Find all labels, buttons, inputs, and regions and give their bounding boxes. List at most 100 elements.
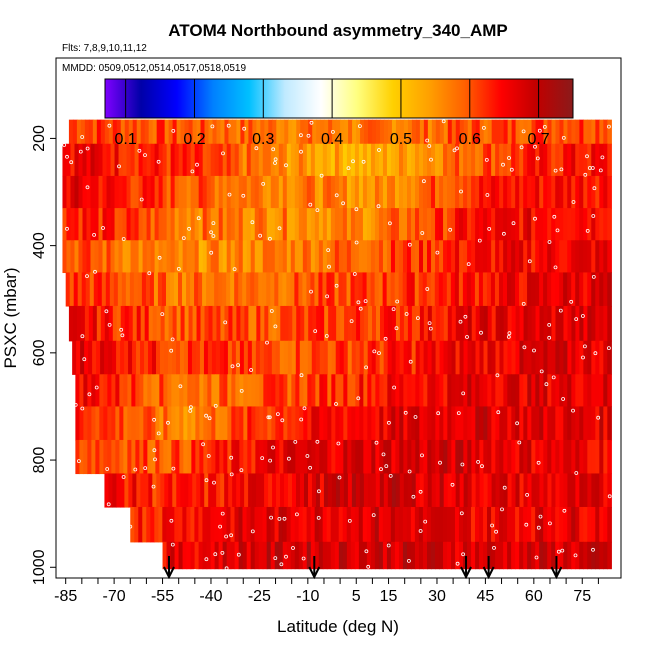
heatmap-cell bbox=[70, 143, 76, 177]
sample-marker bbox=[211, 221, 216, 226]
heatmap-cell bbox=[158, 175, 164, 209]
heatmap-cell bbox=[563, 272, 568, 307]
heatmap-cell bbox=[559, 541, 564, 570]
sample-marker bbox=[459, 511, 464, 516]
heatmap-cell bbox=[595, 119, 600, 145]
heatmap-cell bbox=[158, 143, 164, 177]
sample-marker bbox=[517, 440, 522, 445]
heatmap-cell bbox=[242, 240, 248, 274]
heatmap-cell bbox=[290, 506, 296, 543]
heatmap-cell bbox=[386, 240, 392, 274]
heatmap-cell bbox=[198, 208, 204, 241]
heatmap-cell bbox=[166, 541, 172, 570]
heatmap-cell bbox=[160, 340, 165, 375]
heatmap-cell bbox=[411, 305, 417, 342]
heatmap-cell bbox=[362, 143, 368, 177]
heatmap-cell bbox=[463, 406, 468, 441]
heatmap-cell bbox=[226, 175, 232, 209]
sample-marker bbox=[273, 324, 278, 329]
heatmap-cell bbox=[443, 305, 449, 342]
heatmap-cell bbox=[318, 272, 324, 307]
heatmap-cell bbox=[294, 506, 300, 543]
heatmap-cell bbox=[336, 119, 341, 145]
heatmap-cell bbox=[102, 208, 108, 241]
heatmap-cell bbox=[535, 119, 541, 145]
heatmap-cell bbox=[599, 506, 604, 543]
heatmap-cell bbox=[455, 143, 460, 177]
heatmap-cell bbox=[104, 473, 110, 508]
heatmap-cell bbox=[447, 406, 452, 441]
heatmap-cell bbox=[194, 175, 200, 209]
heatmap-cell bbox=[535, 506, 540, 543]
heatmap-cell bbox=[202, 541, 208, 570]
heatmap-cell bbox=[215, 406, 220, 441]
heatmap-cell bbox=[471, 340, 477, 375]
heatmap-cell bbox=[418, 272, 424, 307]
heatmap-cell bbox=[288, 305, 293, 342]
heatmap-cell bbox=[515, 439, 520, 475]
heatmap-cell bbox=[239, 374, 244, 408]
heatmap-cell bbox=[519, 143, 524, 177]
heatmap-cell bbox=[151, 406, 156, 441]
heatmap-cell bbox=[435, 439, 440, 475]
heatmap-cell bbox=[535, 374, 540, 408]
heatmap-cell bbox=[100, 119, 106, 145]
heatmap-cell bbox=[116, 305, 122, 342]
heatmap-cell bbox=[511, 506, 516, 543]
heatmap-cell bbox=[148, 473, 153, 508]
heatmap-cell bbox=[411, 208, 416, 241]
heatmap-cell bbox=[555, 406, 560, 441]
heatmap-cell bbox=[383, 406, 388, 441]
heatmap-cell bbox=[523, 541, 528, 570]
heatmap-cell bbox=[430, 272, 436, 307]
colorbar-tick-label: 0.3 bbox=[252, 131, 274, 148]
heatmap-cell bbox=[418, 506, 424, 543]
heatmap-cell bbox=[239, 439, 244, 475]
heatmap-cell bbox=[75, 374, 80, 408]
sample-marker bbox=[411, 494, 416, 499]
x-tick-label: 5 bbox=[352, 588, 361, 605]
sample-marker bbox=[519, 145, 524, 150]
heatmap-cell bbox=[587, 175, 592, 209]
sample-marker bbox=[119, 327, 124, 332]
heatmap-cell bbox=[422, 272, 428, 307]
sample-marker bbox=[117, 164, 121, 169]
heatmap-cell bbox=[511, 374, 516, 408]
heatmap-cell bbox=[81, 272, 87, 307]
heatmap-cell bbox=[402, 541, 408, 570]
heatmap-cell bbox=[122, 175, 128, 209]
heatmap-cell bbox=[575, 439, 580, 475]
heatmap-cell bbox=[307, 473, 313, 508]
x-tick-label: 60 bbox=[525, 588, 543, 605]
heatmap-cell bbox=[278, 272, 283, 307]
heatmap-cell bbox=[187, 340, 193, 375]
heatmap-cell bbox=[276, 119, 281, 145]
heatmap-cell bbox=[371, 340, 377, 375]
sample-marker bbox=[334, 402, 338, 406]
heatmap-cell bbox=[499, 143, 504, 177]
heatmap-cell bbox=[451, 473, 457, 508]
heatmap-cell bbox=[164, 340, 169, 375]
heatmap-cell bbox=[254, 541, 260, 570]
heatmap-cell bbox=[300, 119, 305, 145]
sample-marker bbox=[105, 467, 110, 471]
heatmap-cell bbox=[284, 305, 289, 342]
heatmap-cell bbox=[370, 541, 376, 570]
sample-marker bbox=[77, 459, 81, 464]
heatmap-cell bbox=[132, 340, 137, 375]
heatmap-cell bbox=[119, 374, 124, 408]
heatmap-cell bbox=[258, 240, 264, 274]
sample-marker bbox=[524, 522, 529, 527]
sample-marker bbox=[324, 334, 329, 338]
heatmap-cell bbox=[595, 272, 600, 307]
heatmap-cell bbox=[483, 119, 489, 145]
heatmap-cell bbox=[591, 406, 596, 441]
heatmap-cell bbox=[312, 305, 317, 342]
heatmap-cell bbox=[591, 240, 596, 274]
heatmap-cell bbox=[559, 272, 564, 307]
heatmap-cell bbox=[571, 175, 576, 209]
heatmap-cell bbox=[362, 541, 368, 570]
heatmap-cell bbox=[406, 272, 412, 307]
sample-marker bbox=[506, 334, 511, 339]
heatmap-cell bbox=[591, 143, 596, 177]
